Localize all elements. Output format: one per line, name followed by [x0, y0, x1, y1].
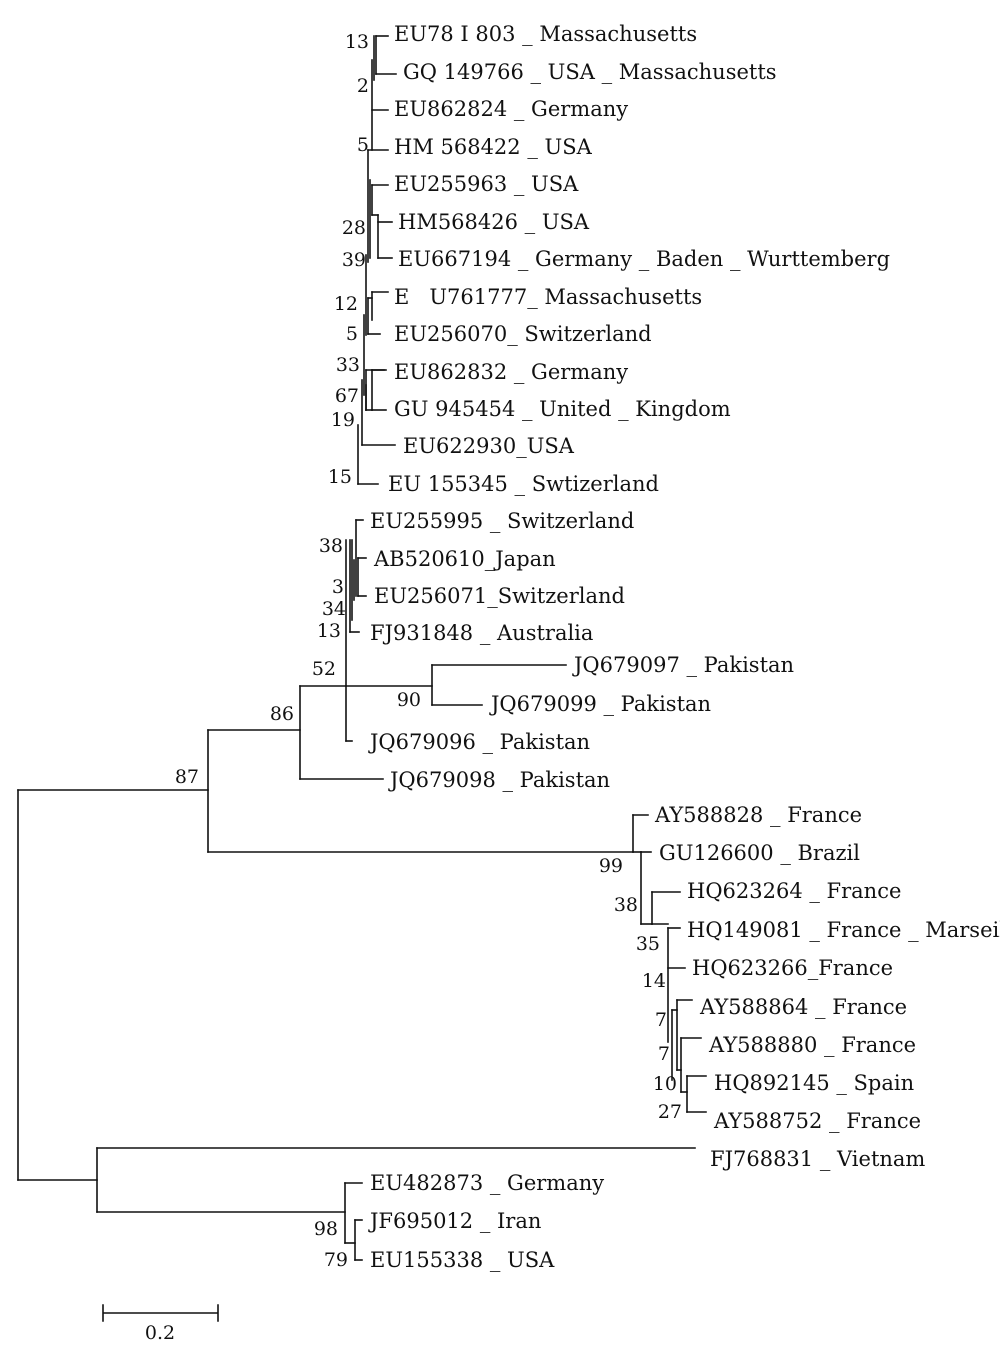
tip-label: AY588880 _ France	[708, 1033, 916, 1057]
tip-label: EU78 I 803 _ Massachusetts	[394, 22, 697, 46]
bootstrap-value: 14	[642, 970, 666, 992]
bootstrap-value: 13	[345, 31, 369, 53]
tip-label: FJ768831 _ Vietnam	[710, 1147, 925, 1171]
tip-label: GU126600 _ Brazil	[659, 841, 860, 865]
bootstrap-value: 52	[312, 658, 336, 680]
tip-labels: EU78 I 803 _ Massachusetts GQ 149766 _ U…	[368, 22, 1000, 1272]
bootstrap-value: 67	[335, 385, 359, 407]
bootstrap-value: 79	[324, 1249, 348, 1271]
bootstrap-value: 5	[357, 134, 369, 156]
bootstrap-value: 86	[270, 703, 294, 725]
tip-label: EU256071_Switzerland	[374, 584, 625, 608]
tip-label: AY588752 _ France	[713, 1109, 921, 1133]
bootstrap-value: 7	[658, 1043, 670, 1065]
bootstrap-value: 7	[655, 1009, 667, 1031]
tip-label: E U761777_ Massachusetts	[394, 285, 702, 309]
bootstrap-value: 39	[342, 249, 366, 271]
tip-label: EU255963 _ USA	[394, 172, 579, 196]
tip-label: GU 945454 _ United _ Kingdom	[394, 397, 731, 421]
bootstrap-value: 13	[317, 620, 341, 642]
scale-bar-line	[102, 1304, 219, 1322]
bootstrap-value: 38	[614, 894, 638, 916]
tip-label: EU482873 _ Germany	[370, 1171, 604, 1195]
tip-label: FJ931848 _ Australia	[370, 621, 593, 645]
tip-label: AB520610_Japan	[373, 547, 556, 571]
tip-label: AY588828 _ France	[654, 803, 862, 827]
tip-label: EU862832 _ Germany	[394, 360, 628, 384]
tip-label: HQ623266_France	[692, 956, 893, 980]
bootstrap-value: 33	[336, 354, 360, 376]
bootstrap-value: 19	[331, 409, 355, 431]
bootstrap-value: 38	[319, 535, 343, 557]
tip-label: JQ679098 _ Pakistan	[388, 768, 610, 792]
bootstrap-labels: 13 2 5 28 39 12 5 33 67 19 15 38 3 34 13…	[175, 31, 682, 1271]
tip-label: EU255995 _ Switzerland	[370, 509, 634, 533]
bootstrap-value: 90	[397, 689, 421, 711]
tip-label: JQ679097 _ Pakistan	[572, 653, 794, 677]
bootstrap-value: 10	[653, 1073, 677, 1095]
bootstrap-value: 15	[328, 466, 352, 488]
bootstrap-value: 98	[314, 1218, 338, 1240]
tip-label: JQ679096 _ Pakistan	[368, 730, 590, 754]
tip-label: HM 568422 _ USA	[394, 135, 593, 159]
tip-label: EU 155345 _ Swtizerland	[388, 472, 659, 496]
bootstrap-value: 35	[636, 933, 660, 955]
tip-label: EU622930_USA	[403, 434, 575, 458]
tip-label: EU667194 _ Germany _ Baden _ Wurttemberg	[398, 247, 890, 271]
tip-label: AY588864 _ France	[699, 995, 907, 1019]
scale-bar-label: 0.2	[145, 1322, 175, 1344]
bootstrap-value: 27	[658, 1101, 682, 1123]
tip-label: HQ149081 _ France _ Marseil	[687, 918, 1000, 942]
tip-label: EU862824 _ Germany	[394, 97, 628, 121]
bootstrap-value: 2	[357, 75, 369, 97]
tip-label: JQ679099 _ Pakistan	[489, 692, 711, 716]
bootstrap-value: 28	[342, 217, 366, 239]
tip-label: EU155338 _ USA	[370, 1248, 555, 1272]
tip-label: HQ623264 _ France	[687, 879, 901, 903]
bootstrap-value: 12	[334, 293, 358, 315]
bootstrap-value: 5	[346, 323, 358, 345]
bootstrap-value: 87	[175, 766, 199, 788]
bootstrap-value: 34	[322, 598, 346, 620]
tip-label: HQ892145 _ Spain	[714, 1071, 914, 1095]
tip-label: JF695012 _ Iran	[368, 1209, 541, 1233]
tree-branches	[17, 35, 707, 1261]
scale-bar: 0.2	[102, 1304, 219, 1344]
tip-label: HM568426 _ USA	[398, 210, 590, 234]
bootstrap-value: 3	[332, 576, 344, 598]
tip-label: EU256070_ Switzerland	[394, 322, 652, 346]
bootstrap-value: 99	[599, 855, 623, 877]
tip-label: GQ 149766 _ USA _ Massachusetts	[403, 60, 777, 84]
